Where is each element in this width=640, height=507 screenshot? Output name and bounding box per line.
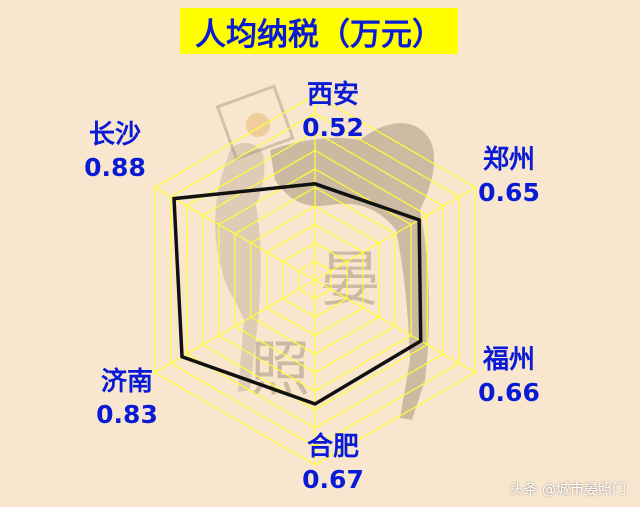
axis-label: 长沙 — [89, 120, 141, 150]
data-label: 0.65 — [478, 178, 540, 207]
data-point — [172, 197, 176, 201]
axis-label: 济南 — [101, 367, 153, 397]
data-label: 0.83 — [96, 400, 158, 429]
radar-spoke — [314, 279, 476, 374]
data-label: 0.88 — [84, 153, 146, 182]
data-point — [313, 182, 317, 186]
watermark: 头条 @城市晏照门 — [509, 482, 626, 498]
radar-spoke — [154, 186, 316, 281]
axis-label: 西安 — [307, 80, 359, 110]
seal-logo: 晏 照 — [215, 84, 380, 405]
data-label: 0.67 — [302, 465, 364, 494]
radar-axis-labels: 西安 0.52 郑州 0.65 福州 0.66 合肥 0.67 济南 0.83 长沙 0.88 — [84, 80, 540, 494]
seal-text: 晏 — [320, 245, 380, 315]
data-label: 0.66 — [478, 378, 540, 407]
data-point — [419, 339, 423, 343]
data-label: 0.52 — [302, 113, 364, 142]
axis-label: 福州 — [482, 345, 535, 375]
radar-series — [172, 182, 423, 406]
chart-title: 人均纳税（万元） — [195, 16, 443, 53]
radar-spoke — [314, 186, 476, 281]
data-point — [313, 402, 317, 406]
data-point — [417, 218, 421, 222]
chart-title-box: 人均纳税（万元） — [180, 8, 458, 54]
radar-spokes — [154, 95, 476, 465]
data-point — [180, 355, 184, 359]
axis-label: 合肥 — [307, 431, 359, 462]
axis-label: 郑州 — [483, 145, 535, 175]
